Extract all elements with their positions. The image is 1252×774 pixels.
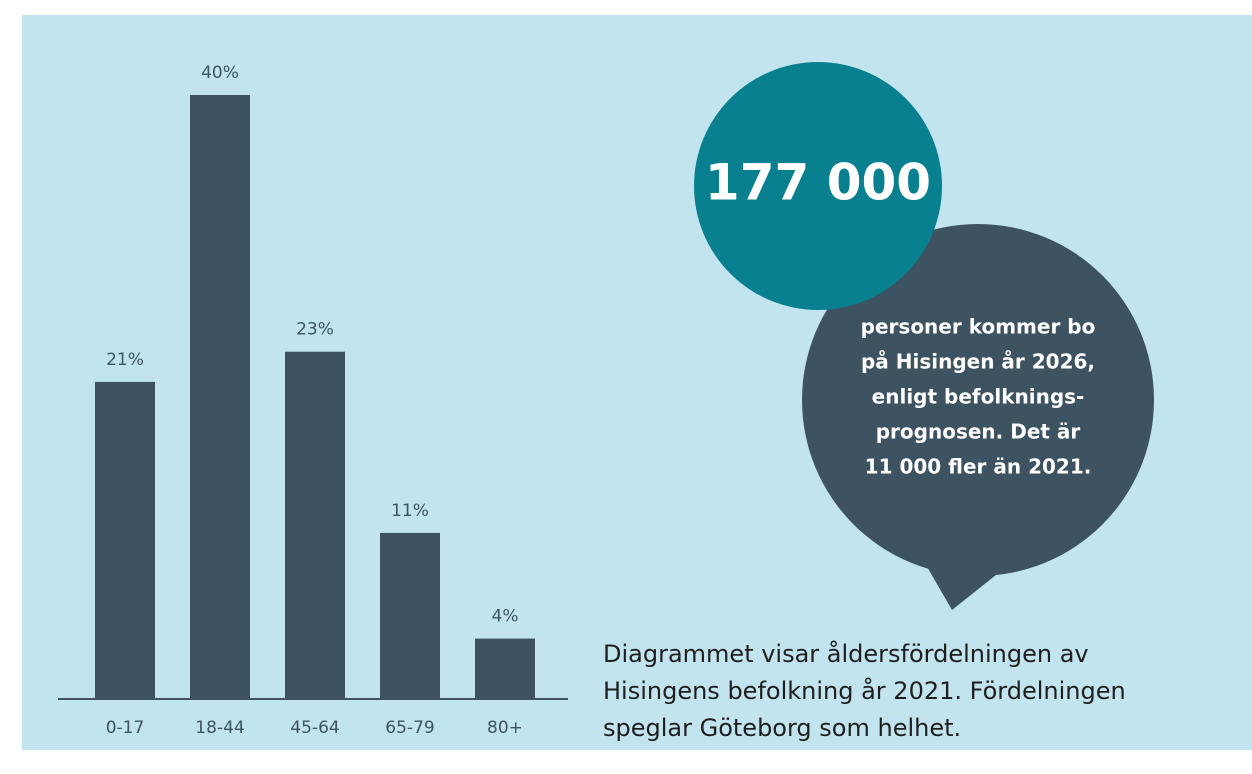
callout-number: 177 000 xyxy=(705,154,931,212)
value-label: 4% xyxy=(492,607,519,627)
callout-text: prognosen. Det är xyxy=(876,420,1081,444)
bar xyxy=(95,381,155,699)
caption: speglar Göteborg som helhet. xyxy=(603,714,961,742)
caption: Hisingens befolkning år 2021. Fördelning… xyxy=(603,676,1126,705)
value-label: 21% xyxy=(106,350,144,370)
value-label: 11% xyxy=(391,501,429,521)
caption: Diagrammet visar åldersfördelningen av xyxy=(603,639,1089,668)
x-tick-label: 18-44 xyxy=(195,718,244,738)
bubble xyxy=(802,224,1154,576)
callout-text: personer kommer bo xyxy=(861,315,1096,339)
number-circle xyxy=(694,62,942,310)
callout-text: 11 000 fler än 2021. xyxy=(865,455,1092,479)
value-label: 40% xyxy=(201,63,239,83)
callout-text: enligt befolknings- xyxy=(872,385,1085,409)
value-label: 23% xyxy=(296,320,334,340)
bar xyxy=(380,532,440,699)
x-tick-label: 80+ xyxy=(487,718,523,738)
bar xyxy=(475,638,535,699)
x-tick-label: 45-64 xyxy=(290,718,339,738)
bar xyxy=(190,95,250,699)
x-tick-label: 0-17 xyxy=(106,718,145,738)
callout-text: på Hisingen år 2026, xyxy=(861,350,1095,374)
x-tick-label: 65-79 xyxy=(385,718,434,738)
bar xyxy=(285,351,345,699)
